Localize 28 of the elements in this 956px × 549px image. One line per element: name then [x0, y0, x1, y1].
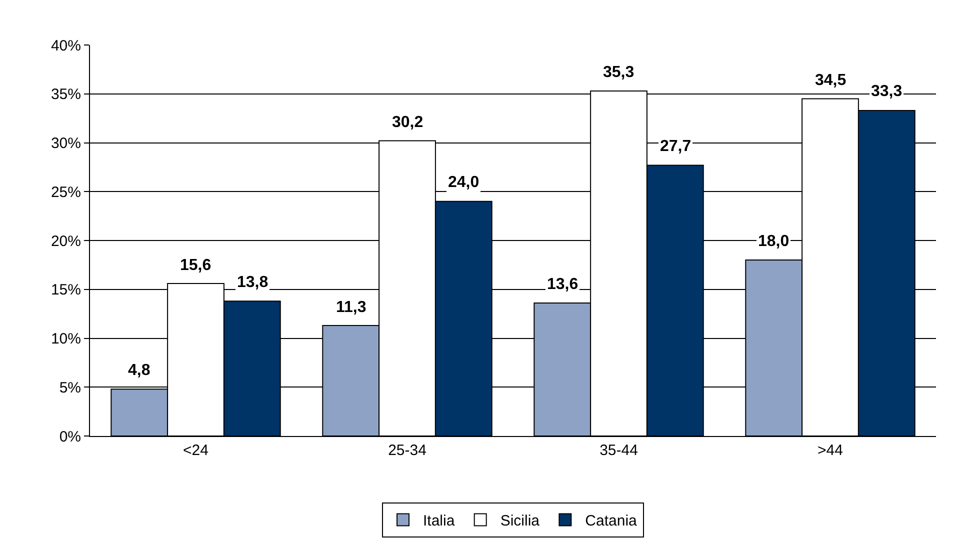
legend-label: Sicilia — [500, 512, 540, 530]
y-tick-label: 5% — [59, 379, 81, 396]
data-label: 33,3 — [871, 83, 902, 100]
x-tick-label: <24 — [183, 442, 208, 459]
y-tick-label: 10% — [50, 330, 81, 348]
data-label: 27,7 — [660, 138, 692, 155]
y-tick-label: 25% — [50, 184, 81, 201]
legend-label: Italia — [423, 512, 456, 530]
data-label: 24,0 — [448, 174, 480, 191]
x-tick-label: 35-44 — [600, 442, 638, 459]
data-label: 15,6 — [180, 257, 212, 274]
data-label: 13,6 — [547, 276, 578, 293]
x-tick-label: >44 — [818, 442, 843, 459]
data-label: 13,8 — [237, 274, 268, 291]
data-label: 4,8 — [128, 362, 150, 379]
data-label: 30,2 — [392, 114, 424, 131]
data-label: 18,0 — [758, 233, 790, 250]
data-label: 11,3 — [336, 299, 366, 316]
y-tick-label: 40% — [50, 37, 81, 54]
y-tick-label: 15% — [50, 282, 81, 299]
y-tick-label: 30% — [50, 135, 81, 152]
y-tick-label: 35% — [50, 86, 81, 104]
y-tick-label: 20% — [50, 232, 81, 250]
y-tick-label: 0% — [59, 428, 81, 446]
legend-label: Catania — [585, 512, 638, 530]
data-label: 35,3 — [603, 64, 634, 81]
x-tick-label: 25-34 — [388, 442, 426, 459]
data-label: 34,5 — [815, 72, 846, 89]
